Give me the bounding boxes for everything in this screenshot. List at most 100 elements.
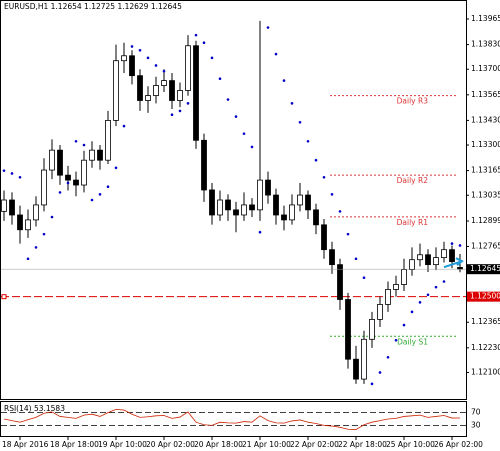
sar-dot: [106, 185, 110, 189]
candle-body: [81, 159, 87, 186]
sar-dot: [306, 139, 310, 143]
x-tick-label: 25 Apr 10:00: [386, 440, 435, 449]
sar-dot: [274, 52, 278, 56]
candle-body: [329, 249, 335, 266]
y-tick-label: 1.13830: [471, 40, 500, 49]
sar-dot: [234, 115, 238, 118]
candle-body: [289, 204, 295, 221]
candle-body: [305, 194, 311, 211]
pivot-label: Daily S1: [397, 337, 428, 346]
x-tick-label: 26 Apr 02:00: [434, 440, 483, 449]
sar-dot: [226, 98, 230, 101]
candle-body: [409, 259, 415, 270]
sar-dot: [146, 56, 150, 60]
sar-dot: [322, 175, 326, 179]
sar-dot: [18, 175, 22, 179]
candle-body: [337, 264, 343, 300]
sar-dot: [66, 181, 70, 185]
x-tick-label: 22 Apr 02:00: [290, 440, 339, 449]
sar-dot: [314, 158, 318, 162]
candle-body: [89, 149, 95, 161]
candle-body: [353, 358, 359, 380]
y-tick-label: 1.12230: [471, 343, 500, 352]
candle-body: [273, 194, 279, 216]
candle-body: [249, 204, 255, 211]
x-tick-label: 21 Apr 10:00: [242, 440, 291, 449]
candle-body: [33, 204, 39, 221]
sar-dot: [186, 102, 190, 105]
sar-dot: [202, 41, 206, 44]
candle-body: [401, 269, 407, 285]
rsi-pane: [0, 401, 467, 437]
y-tick-label: 1.12100: [471, 367, 500, 376]
candle-body: [169, 80, 175, 101]
sar-dot: [114, 166, 118, 170]
sar-dot: [362, 276, 366, 280]
y-tick-label: 1.13965: [471, 14, 500, 23]
level-box: [467, 291, 500, 302]
sar-dot: [410, 310, 414, 314]
x-tick-label: 19 Apr 10:00: [98, 440, 147, 449]
sar-dot: [346, 232, 350, 236]
sar-dot: [282, 79, 286, 82]
candle-body: [65, 174, 71, 181]
y-tick-label: 1.13700: [471, 64, 500, 73]
sar-dot: [138, 48, 142, 52]
candle-body: [121, 55, 127, 62]
candle-body: [57, 149, 63, 176]
sar-dot: [370, 382, 374, 386]
candle-body: [241, 204, 247, 216]
candle-body: [185, 45, 191, 91]
sar-dot: [74, 139, 78, 143]
sar-dot: [458, 244, 462, 247]
sar-dot: [162, 69, 166, 73]
candle-body: [49, 149, 55, 171]
candle-body: [281, 214, 287, 221]
y-tick-label: 1.12365: [471, 317, 500, 326]
main-pane: [0, 0, 467, 400]
last-price-label: 1.12645: [470, 264, 500, 273]
level-marker: [1, 294, 7, 300]
x-tick-label: 20 Apr 02:00: [146, 440, 195, 449]
pivot-label: Daily R3: [397, 97, 429, 106]
sar-dot: [90, 198, 94, 202]
sar-dot: [338, 210, 342, 213]
candle-body: [41, 169, 47, 206]
y-tick-label: 1.12765: [471, 241, 500, 250]
rsi-label: RSI(14) 53.1583: [4, 404, 65, 413]
candle-body: [393, 284, 399, 290]
sar-dot: [386, 356, 390, 359]
sar-dot: [170, 113, 174, 117]
sar-dot: [210, 56, 214, 60]
sar-dot: [402, 323, 406, 327]
candle-body: [361, 338, 367, 380]
candle-body: [113, 60, 119, 121]
y-tick-label: 1.13300: [471, 140, 500, 149]
candle-body: [425, 254, 431, 266]
y-tick-label: 1.13035: [471, 190, 500, 199]
candle-body: [297, 194, 303, 206]
rsi-line: [3, 408, 461, 430]
candle-body: [233, 209, 239, 216]
candle-body: [265, 179, 271, 196]
x-tick-label: 18 Apr 18:00: [50, 440, 99, 449]
sar-dot: [58, 191, 62, 194]
sar-dot: [98, 193, 102, 196]
sar-dot: [122, 124, 126, 128]
candle-body: [369, 318, 375, 340]
sar-dot: [394, 338, 398, 342]
candle-body: [225, 199, 231, 211]
sar-dot: [2, 169, 6, 172]
candle-body: [433, 257, 439, 266]
candle-body: [1, 199, 7, 212]
candle-body: [105, 120, 111, 161]
candle-body: [153, 85, 159, 96]
sar-dot: [266, 26, 270, 29]
candle-body: [145, 95, 151, 101]
sar-dot: [354, 257, 358, 261]
sar-dot: [242, 132, 246, 135]
sar-dot: [258, 230, 262, 234]
candle-body: [25, 219, 31, 231]
sar-dot: [218, 77, 222, 81]
